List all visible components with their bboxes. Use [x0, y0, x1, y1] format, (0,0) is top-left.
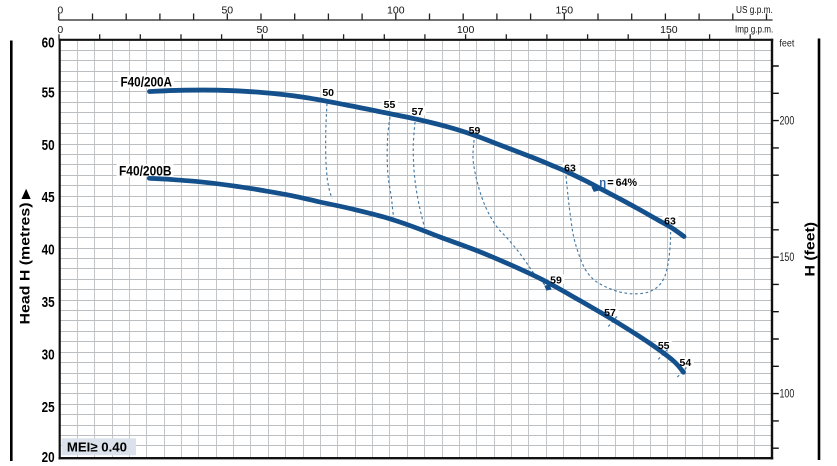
svg-text:0: 0: [57, 24, 63, 36]
svg-text:Imp g.p.m.: Imp g.p.m.: [735, 25, 773, 36]
svg-text:100: 100: [780, 388, 795, 400]
svg-text:45: 45: [42, 190, 55, 206]
svg-text:54: 54: [680, 357, 692, 369]
svg-text:feet: feet: [779, 37, 794, 49]
svg-text:59: 59: [550, 275, 562, 287]
svg-text:200: 200: [780, 115, 795, 127]
svg-text:F40/200A: F40/200A: [121, 75, 173, 90]
svg-text:64%: 64%: [616, 177, 638, 189]
svg-text:20: 20: [42, 450, 55, 466]
svg-text:50: 50: [256, 24, 268, 36]
svg-text:63: 63: [564, 162, 576, 174]
svg-text:100: 100: [387, 4, 405, 16]
svg-text:60: 60: [42, 35, 55, 51]
svg-text:55: 55: [384, 99, 396, 111]
svg-text:150: 150: [660, 24, 678, 36]
svg-text:50: 50: [322, 87, 334, 99]
svg-text:30: 30: [42, 348, 55, 364]
svg-text:55: 55: [658, 340, 670, 352]
svg-text:59: 59: [469, 125, 481, 137]
svg-text:0: 0: [57, 4, 63, 16]
svg-text:50: 50: [42, 138, 55, 154]
svg-text:=: =: [607, 177, 613, 189]
svg-text:F40/200B: F40/200B: [119, 164, 172, 179]
svg-text:57: 57: [412, 106, 424, 118]
svg-text:H (feet): H (feet): [801, 222, 817, 277]
svg-text:40: 40: [42, 243, 55, 259]
svg-text:55: 55: [42, 86, 55, 102]
svg-text:150: 150: [556, 4, 574, 16]
svg-text:Head H (metres): Head H (metres): [17, 203, 32, 325]
svg-text:MEI≥ 0.40: MEI≥ 0.40: [67, 439, 127, 454]
svg-text:35: 35: [42, 295, 55, 311]
svg-text:η: η: [599, 177, 606, 189]
svg-text:25: 25: [42, 400, 55, 416]
svg-text:57: 57: [604, 307, 616, 319]
svg-text:50: 50: [221, 4, 233, 16]
svg-text:150: 150: [780, 252, 795, 264]
svg-text:100: 100: [457, 24, 475, 36]
svg-text:63: 63: [664, 215, 676, 227]
svg-text:US g.p.m.: US g.p.m.: [736, 5, 773, 16]
